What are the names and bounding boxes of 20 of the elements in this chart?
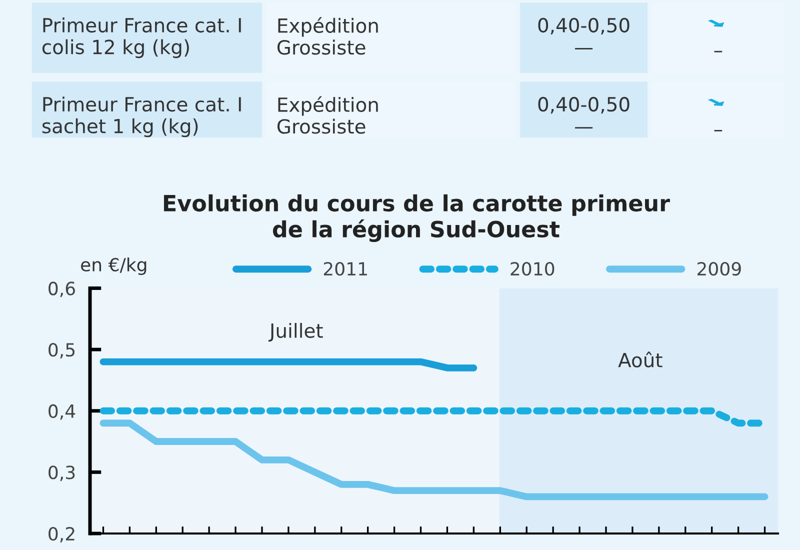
y-tick-label: 0,6 xyxy=(48,282,75,298)
y-tick-label: 0,2 xyxy=(48,526,74,542)
legend-label: 2011 xyxy=(324,262,367,276)
legend-label: 2010 xyxy=(510,262,554,276)
text: Expédition Grossiste xyxy=(277,96,378,134)
text: Primeur France cat. I colis 12 kg (kg) xyxy=(42,18,241,58)
legend-label: 2009 xyxy=(698,262,741,276)
text: Primeur France cat. I sachet 1 kg (kg) xyxy=(42,96,241,138)
annotation: Juillet xyxy=(268,322,323,342)
chart-title: Evolution du cours de la carotte primeur de la région Sud-Ouest xyxy=(164,194,670,242)
text: – xyxy=(714,130,722,132)
y-axis-title: en €/kg xyxy=(80,258,146,275)
y-tick-label: 0,5 xyxy=(48,342,75,358)
text: – xyxy=(714,50,722,52)
annotation: Août xyxy=(618,352,662,368)
y-tick-label: 0,3 xyxy=(48,466,75,482)
y-tick-label: 0,4 xyxy=(48,404,76,420)
text: 0,40-0,50 — xyxy=(538,18,630,50)
text: Expédition Grossiste xyxy=(277,17,378,55)
text: 0,40-0,50 — xyxy=(538,96,630,128)
